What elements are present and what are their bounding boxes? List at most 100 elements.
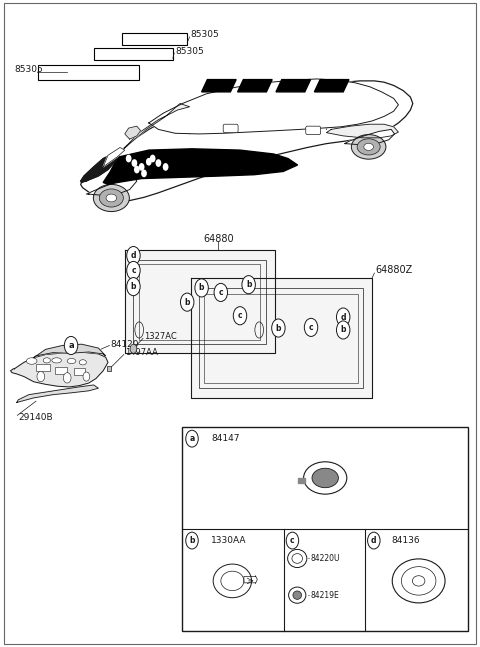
- Text: 84120: 84120: [110, 340, 139, 349]
- Text: 1497AA: 1497AA: [125, 348, 157, 357]
- Bar: [182, 427, 468, 631]
- Polygon shape: [122, 104, 190, 150]
- Circle shape: [127, 261, 140, 280]
- Circle shape: [336, 308, 350, 326]
- Text: c: c: [131, 266, 136, 275]
- Bar: [199, 288, 363, 388]
- Text: 1327AC: 1327AC: [144, 332, 177, 341]
- Ellipse shape: [357, 139, 380, 155]
- Polygon shape: [149, 79, 398, 134]
- Polygon shape: [125, 250, 275, 353]
- Text: c: c: [238, 311, 242, 320]
- Text: b: b: [246, 280, 252, 289]
- Polygon shape: [276, 80, 311, 92]
- Circle shape: [186, 430, 198, 447]
- Text: c: c: [309, 323, 313, 332]
- Polygon shape: [17, 385, 98, 402]
- Circle shape: [180, 293, 194, 311]
- Circle shape: [146, 158, 152, 166]
- Ellipse shape: [52, 358, 61, 363]
- Polygon shape: [326, 124, 398, 138]
- Circle shape: [127, 247, 140, 265]
- Ellipse shape: [351, 135, 386, 159]
- Ellipse shape: [303, 462, 347, 494]
- Ellipse shape: [312, 468, 338, 488]
- Polygon shape: [202, 80, 236, 92]
- Polygon shape: [345, 129, 395, 145]
- Circle shape: [304, 318, 318, 336]
- Bar: [107, 366, 111, 371]
- Bar: [94, 48, 173, 60]
- Text: d: d: [131, 251, 136, 260]
- Polygon shape: [125, 126, 141, 139]
- FancyBboxPatch shape: [223, 124, 238, 133]
- Polygon shape: [103, 149, 298, 184]
- Text: 84219E: 84219E: [311, 591, 339, 600]
- Text: b: b: [184, 298, 190, 307]
- Text: b: b: [276, 324, 281, 333]
- Bar: [38, 65, 139, 80]
- Circle shape: [286, 532, 299, 549]
- Bar: [139, 264, 260, 340]
- Bar: [133, 260, 266, 344]
- Polygon shape: [238, 80, 272, 92]
- Text: d: d: [371, 536, 377, 545]
- Polygon shape: [314, 80, 349, 92]
- FancyArrow shape: [298, 478, 305, 483]
- Ellipse shape: [67, 358, 76, 364]
- Text: 85305: 85305: [14, 65, 43, 74]
- Circle shape: [233, 307, 247, 325]
- Polygon shape: [81, 81, 413, 202]
- Circle shape: [64, 336, 78, 355]
- Ellipse shape: [99, 189, 123, 207]
- Text: 84136: 84136: [392, 536, 420, 545]
- Text: c: c: [290, 536, 295, 545]
- Circle shape: [130, 344, 137, 353]
- Text: b: b: [199, 283, 204, 292]
- Circle shape: [37, 371, 45, 382]
- Text: 64880: 64880: [203, 234, 234, 245]
- Circle shape: [150, 155, 156, 162]
- Bar: [204, 294, 358, 383]
- FancyBboxPatch shape: [306, 126, 321, 135]
- Circle shape: [336, 321, 350, 339]
- Polygon shape: [11, 352, 108, 387]
- Bar: [55, 367, 67, 374]
- Text: b: b: [189, 536, 195, 545]
- Text: 85305: 85305: [175, 47, 204, 56]
- Ellipse shape: [221, 571, 244, 591]
- Circle shape: [214, 283, 228, 302]
- Circle shape: [134, 166, 140, 173]
- Circle shape: [139, 163, 144, 171]
- Circle shape: [195, 279, 208, 297]
- Bar: [122, 33, 187, 45]
- Text: 84220U: 84220U: [311, 554, 340, 563]
- Text: a: a: [190, 434, 194, 443]
- Circle shape: [186, 532, 198, 549]
- Ellipse shape: [26, 358, 37, 364]
- Ellipse shape: [79, 360, 86, 365]
- Ellipse shape: [43, 358, 50, 363]
- Circle shape: [63, 373, 71, 383]
- Circle shape: [83, 372, 90, 381]
- Ellipse shape: [106, 194, 117, 202]
- Bar: [36, 364, 50, 371]
- Polygon shape: [86, 176, 137, 195]
- Circle shape: [242, 276, 255, 294]
- Text: 84147: 84147: [211, 434, 240, 443]
- Ellipse shape: [93, 184, 130, 212]
- Circle shape: [127, 278, 140, 296]
- Text: a: a: [68, 341, 74, 350]
- Text: b: b: [340, 325, 346, 334]
- Circle shape: [163, 163, 168, 171]
- Circle shape: [156, 159, 161, 167]
- Polygon shape: [81, 154, 119, 182]
- Ellipse shape: [364, 144, 373, 151]
- Text: 85305: 85305: [191, 30, 219, 39]
- Polygon shape: [103, 148, 125, 167]
- Polygon shape: [34, 344, 106, 358]
- Text: d: d: [340, 313, 346, 322]
- Text: c: c: [218, 288, 223, 297]
- Bar: [74, 368, 85, 375]
- Ellipse shape: [401, 567, 436, 595]
